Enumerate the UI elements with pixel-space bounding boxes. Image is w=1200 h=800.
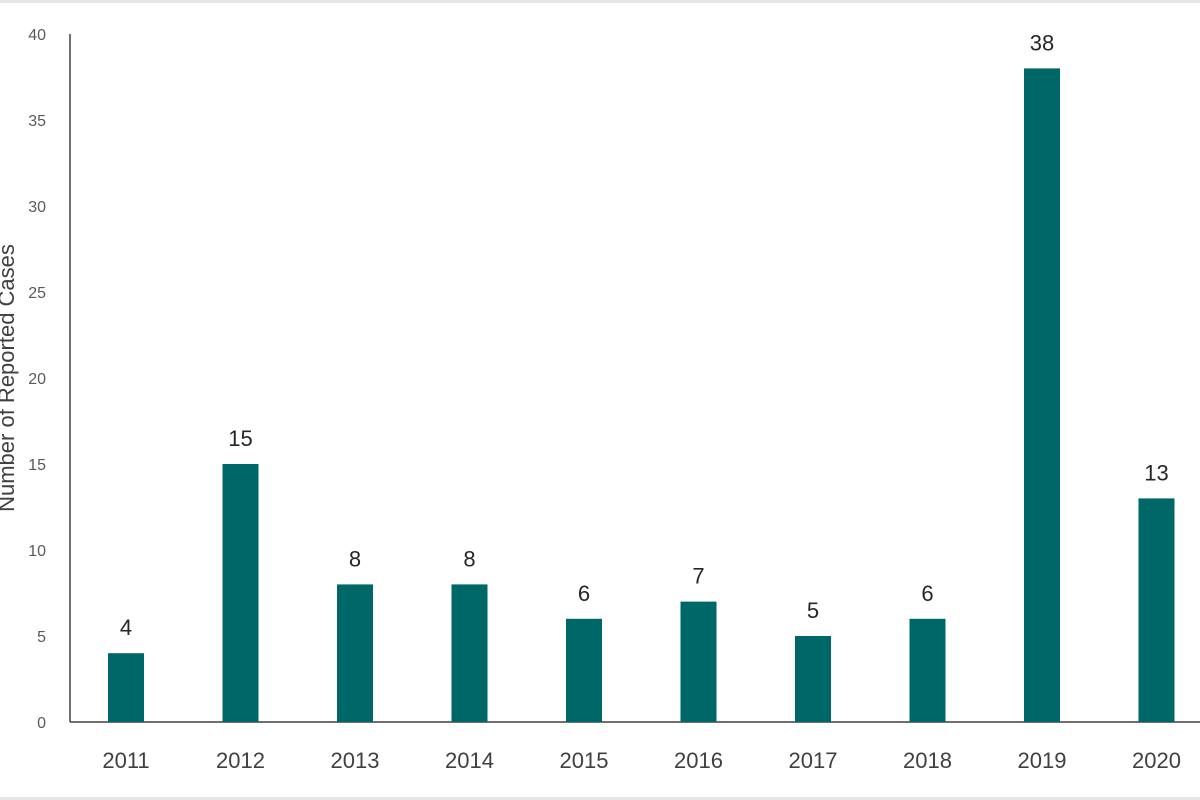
bar-value-label: 7 xyxy=(692,564,704,589)
x-tick-label: 2020 xyxy=(1132,748,1181,773)
bar-value-label: 15 xyxy=(228,426,252,451)
bar-value-label: 8 xyxy=(463,546,475,571)
y-tick-label: 15 xyxy=(28,457,46,474)
x-tick-label: 2013 xyxy=(331,748,380,773)
x-axis-ticks: 2011 2012 2013 2014 2015 2016 2017 2018 2019 2020 xyxy=(102,748,1181,773)
data-labels: 4 15 8 8 6 7 5 6 38 13 xyxy=(120,30,1169,640)
y-tick-label: 40 xyxy=(28,27,46,44)
y-tick-label: 5 xyxy=(37,629,46,646)
y-tick-label: 30 xyxy=(28,199,46,216)
bar xyxy=(1138,498,1175,722)
bar xyxy=(680,601,717,722)
y-axis-title: Number of Reported Cases xyxy=(0,244,19,512)
bar-value-label: 4 xyxy=(120,615,132,640)
bars xyxy=(108,68,1175,722)
x-tick-label: 2016 xyxy=(674,748,723,773)
x-tick-label: 2011 xyxy=(102,748,149,773)
bar xyxy=(451,584,488,722)
bar xyxy=(566,618,602,722)
bar xyxy=(1024,68,1060,722)
x-tick-label: 2019 xyxy=(1018,748,1067,773)
x-tick-label: 2012 xyxy=(216,748,265,773)
x-tick-label: 2014 xyxy=(445,748,494,773)
x-tick-label: 2015 xyxy=(560,748,609,773)
bar xyxy=(909,618,946,722)
bar xyxy=(795,636,831,722)
x-tick-label: 2017 xyxy=(789,748,838,773)
bar-value-label: 6 xyxy=(578,581,590,606)
bar xyxy=(108,653,144,722)
bar xyxy=(337,584,373,722)
bar-value-label: 38 xyxy=(1030,30,1054,55)
y-tick-label: 0 xyxy=(37,715,46,732)
bar-value-label: 8 xyxy=(349,546,361,571)
y-tick-label: 20 xyxy=(28,371,46,388)
y-axis-ticks: 0 5 10 15 20 25 30 35 40 xyxy=(28,27,46,732)
bar-value-label: 6 xyxy=(921,581,933,606)
bar-value-label: 5 xyxy=(807,598,819,623)
x-tick-label: 2018 xyxy=(903,748,952,773)
y-tick-label: 35 xyxy=(28,113,46,130)
bar-value-label: 13 xyxy=(1144,460,1168,485)
y-tick-label: 10 xyxy=(28,543,46,560)
y-tick-label: 25 xyxy=(28,285,46,302)
bar xyxy=(222,464,259,722)
